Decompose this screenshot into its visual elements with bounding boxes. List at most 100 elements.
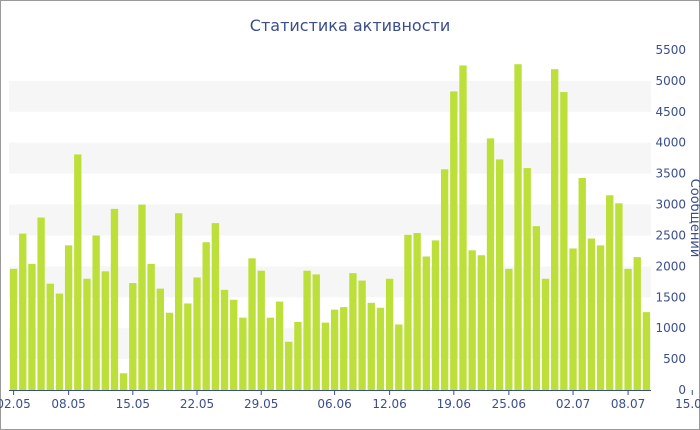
y-tick-label: 1500 — [655, 290, 686, 304]
x-tick-label: 15.07 — [675, 397, 700, 411]
bar — [239, 317, 247, 390]
bar — [633, 257, 641, 390]
bar — [64, 245, 73, 390]
bar — [74, 154, 82, 390]
bar — [624, 268, 632, 390]
bar — [569, 248, 577, 390]
y-tick-label: 5000 — [655, 74, 686, 88]
x-tick-label: 08.07 — [611, 397, 645, 411]
bar — [330, 309, 339, 390]
bar — [395, 324, 403, 390]
x-tick-label: 19.06 — [437, 397, 471, 411]
bar — [413, 232, 421, 390]
x-tick-label: 15.05 — [116, 397, 150, 411]
bar — [193, 277, 201, 390]
bar — [46, 283, 54, 390]
background-band — [9, 142, 651, 174]
bar — [184, 303, 192, 390]
bar — [83, 278, 91, 390]
bar — [147, 263, 155, 390]
bar — [230, 299, 238, 390]
bar — [505, 268, 513, 390]
bar — [55, 293, 64, 390]
bar — [541, 278, 550, 390]
bar — [615, 203, 623, 390]
bar — [578, 177, 586, 390]
background-band — [9, 80, 651, 112]
bar — [294, 322, 302, 390]
y-axis-ticks: 0 500 1000 1500 2000 2500 3000 3500 4000 4500 5000… — [655, 43, 686, 397]
bar — [19, 233, 27, 390]
bar — [477, 255, 485, 390]
bar — [156, 288, 164, 390]
bar — [523, 168, 531, 390]
bar-series — [9, 64, 651, 391]
bar — [211, 223, 220, 390]
bar — [220, 289, 229, 390]
bar — [468, 250, 476, 390]
y-tick-label: 2000 — [655, 259, 686, 273]
bar — [376, 307, 385, 390]
x-tick-label: 29.05 — [244, 397, 278, 411]
bar — [175, 213, 183, 390]
bar — [321, 322, 330, 390]
bar — [514, 64, 522, 390]
bar — [642, 312, 651, 390]
y-tick-label: 3000 — [655, 198, 686, 212]
bar — [385, 278, 394, 390]
bar — [440, 169, 449, 390]
bar — [450, 91, 458, 391]
bar — [9, 268, 18, 390]
x-tick-label: 12.06 — [372, 397, 406, 411]
x-tick-label: 02.05 — [0, 397, 31, 411]
bar — [404, 234, 412, 390]
bar — [101, 271, 109, 390]
x-axis-ticks: 02.05 08.05 15.05 22.05 29.05 06.06 12.06 19.06… — [0, 390, 700, 411]
bar — [367, 302, 375, 390]
y-axis-title: Сообщений — [687, 179, 700, 258]
bar — [358, 280, 366, 390]
y-tick-label: 1000 — [655, 321, 686, 335]
bar — [431, 240, 440, 390]
bar — [202, 242, 210, 390]
bar — [266, 317, 275, 390]
bar — [119, 373, 128, 390]
y-tick-label: 0 — [678, 383, 686, 397]
bar — [459, 65, 467, 390]
bar — [275, 301, 284, 390]
bar — [422, 256, 430, 390]
x-tick-label: 06.06 — [317, 397, 351, 411]
chart-title: Статистика активности — [250, 16, 450, 35]
bar — [340, 307, 348, 390]
y-tick-label: 4500 — [655, 105, 686, 119]
bar — [138, 204, 146, 390]
bar — [92, 235, 100, 390]
bar — [129, 283, 137, 390]
y-tick-label: 4000 — [655, 136, 686, 150]
bar — [486, 138, 495, 390]
y-tick-label: 3500 — [655, 167, 686, 181]
bar — [248, 258, 256, 390]
bar — [496, 159, 504, 390]
bar — [28, 263, 36, 390]
bar — [349, 273, 357, 390]
bar — [312, 274, 320, 390]
bar — [596, 245, 605, 390]
bar — [303, 270, 311, 390]
bar — [110, 208, 119, 390]
y-tick-label: 2500 — [655, 228, 686, 242]
bar — [551, 69, 559, 390]
x-tick-label: 22.05 — [180, 397, 214, 411]
bar — [37, 217, 45, 390]
bar — [560, 92, 568, 390]
bar — [587, 238, 596, 390]
bar — [165, 312, 174, 390]
x-tick-label: 02.07 — [556, 397, 590, 411]
y-tick-label: 500 — [663, 352, 686, 366]
y-tick-label: 5500 — [655, 43, 686, 57]
bar — [257, 270, 265, 390]
x-tick-label: 25.06 — [492, 397, 526, 411]
bar — [532, 226, 541, 390]
x-tick-label: 08.05 — [51, 397, 85, 411]
